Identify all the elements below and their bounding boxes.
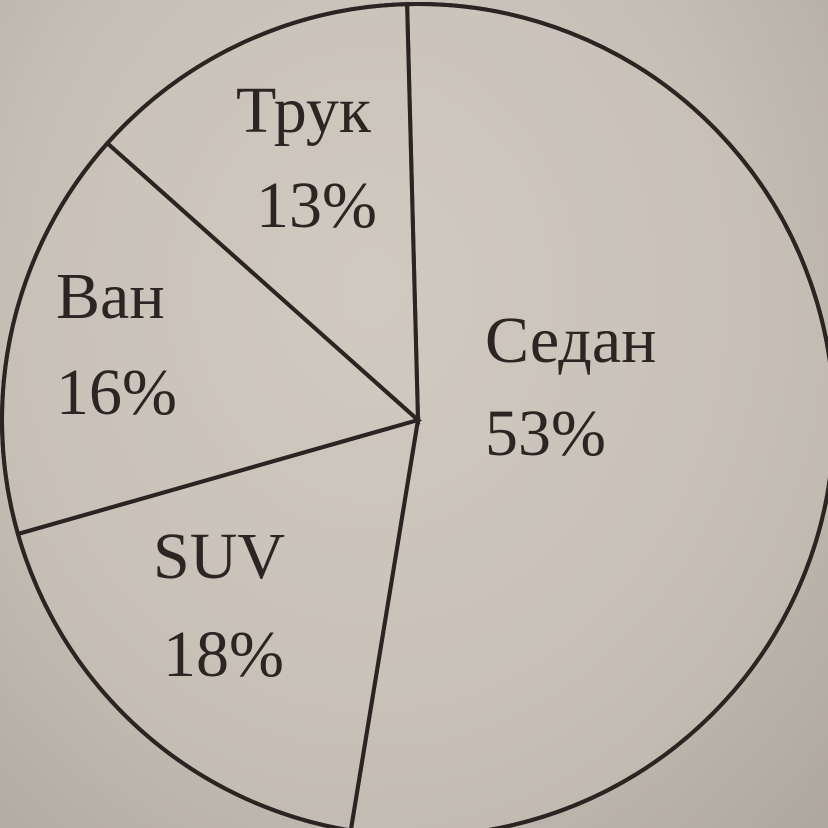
slice-label-sedan: Седан [485,304,656,377]
slice-label-van: Ван [56,260,165,333]
slice-value-van: 16% [56,356,177,429]
slice-label-suv: SUV [153,520,285,593]
slice-label-truck: Трук [236,74,372,147]
slice-value-truck: 13% [256,169,377,242]
slice-value-suv: 18% [163,618,284,691]
slice-value-sedan: 53% [485,397,606,470]
